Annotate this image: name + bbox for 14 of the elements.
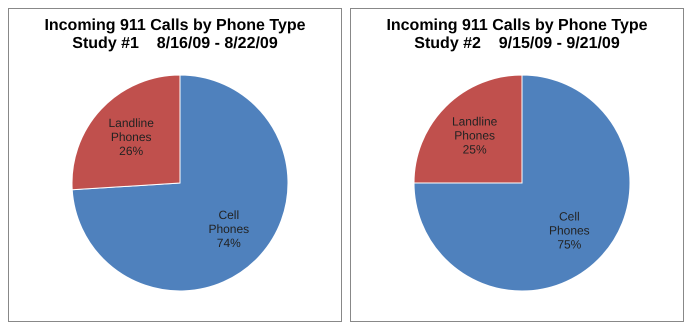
pie-slice (414, 74, 630, 292)
slice-label: Landline Phones (452, 114, 498, 143)
chart-title: Incoming 911 Calls by Phone Type (43, 17, 307, 35)
slice-label: Landline Phones (108, 116, 154, 144)
data-label: 26% (119, 144, 144, 158)
data-label: 74% (216, 236, 242, 250)
data-label: 75% (557, 237, 582, 252)
chart-title: Incoming 911 Calls by Phone Type (385, 17, 649, 35)
data-label: 25% (462, 142, 487, 157)
chart-subtitle: Study #2 9/15/09 - 9/21/09 (413, 35, 621, 53)
slice-label: Cell Phones (548, 209, 590, 238)
chart-subtitle: Study #1 8/16/09 - 8/22/09 (71, 35, 279, 53)
pie-slice (72, 74, 288, 292)
slice-label: Cell Phones (208, 208, 250, 236)
